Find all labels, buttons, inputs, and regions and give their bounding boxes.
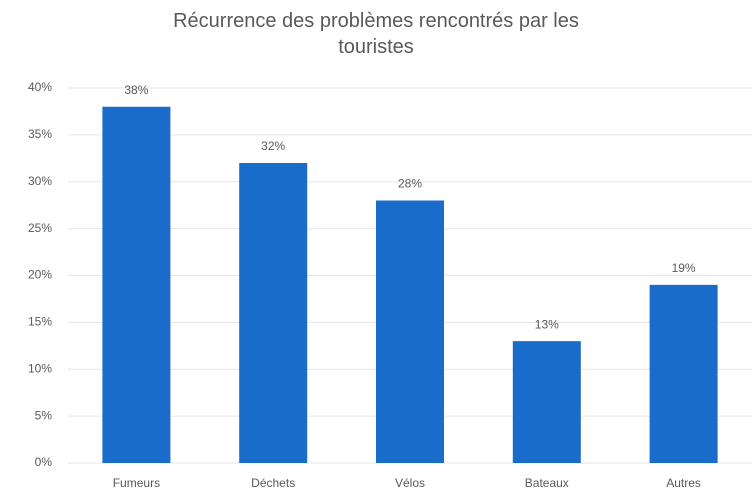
y-tick-label: 40%	[28, 80, 52, 94]
data-label: 38%	[124, 83, 148, 97]
bar	[102, 106, 171, 463]
y-tick-label: 5%	[35, 408, 53, 422]
y-tick-label: 30%	[28, 174, 52, 188]
data-label: 19%	[672, 261, 696, 275]
bar	[649, 284, 718, 463]
data-label: 32%	[261, 139, 285, 153]
y-tick-label: 20%	[28, 268, 52, 282]
x-tick-label: Autres	[666, 476, 701, 490]
y-tick-label: 10%	[28, 361, 52, 375]
y-tick-label: 15%	[28, 315, 52, 329]
x-tick-label: Bateaux	[525, 476, 569, 490]
bar	[239, 163, 308, 463]
x-tick-label: Vélos	[395, 476, 425, 490]
y-tick-label: 25%	[28, 221, 52, 235]
y-tick-label: 0%	[35, 455, 53, 469]
y-tick-label: 35%	[28, 127, 52, 141]
chart-title: Récurrence des problèmes rencontrés par …	[173, 10, 579, 58]
bar	[512, 341, 581, 463]
data-label: 28%	[398, 177, 422, 191]
x-tick-label: Déchets	[251, 476, 295, 490]
data-label: 13%	[535, 317, 559, 331]
x-tick-label: Fumeurs	[113, 476, 160, 490]
bar	[376, 200, 444, 463]
